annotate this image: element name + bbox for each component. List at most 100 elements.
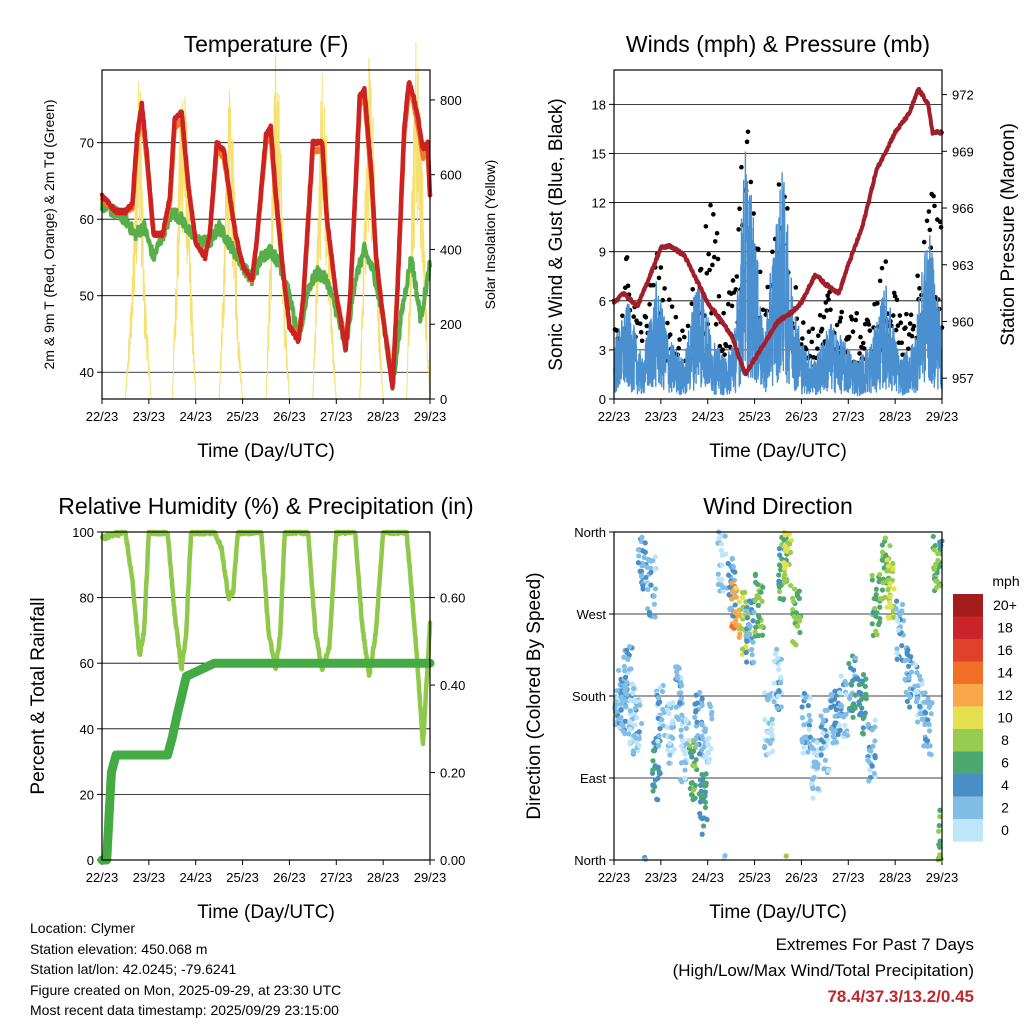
direction-point bbox=[769, 726, 775, 733]
gust-point bbox=[681, 334, 687, 340]
direction-point bbox=[937, 852, 943, 858]
gust-point bbox=[756, 246, 761, 252]
direction-point bbox=[850, 714, 856, 720]
direction-point bbox=[655, 695, 661, 701]
direction-point bbox=[624, 647, 630, 653]
y-left-tick-label: North bbox=[574, 853, 606, 868]
direction-point bbox=[805, 703, 811, 709]
gust-point bbox=[860, 340, 866, 346]
direction-point bbox=[801, 744, 807, 751]
direction-point bbox=[777, 680, 784, 686]
direction-point bbox=[825, 767, 831, 774]
direction-point bbox=[694, 719, 700, 725]
direction-point bbox=[877, 604, 883, 610]
direction-point bbox=[633, 699, 640, 705]
direction-point bbox=[937, 807, 943, 813]
direction-point bbox=[914, 689, 920, 695]
direction-point bbox=[890, 560, 896, 566]
direction-point bbox=[796, 588, 802, 594]
x-tick-label: 23/23 bbox=[645, 870, 678, 885]
gust-point bbox=[707, 267, 712, 273]
direction-point bbox=[655, 775, 661, 781]
direction-point bbox=[783, 853, 789, 859]
direction-point bbox=[674, 664, 680, 670]
direction-point bbox=[693, 736, 699, 742]
direction-point bbox=[677, 700, 683, 706]
direction-point bbox=[683, 725, 689, 731]
gust-point bbox=[736, 227, 741, 232]
direction-point bbox=[770, 748, 776, 754]
direction-point bbox=[915, 719, 921, 725]
y-left-tick-label: 70 bbox=[80, 136, 94, 151]
direction-point bbox=[771, 699, 777, 705]
direction-point bbox=[699, 696, 705, 702]
y-right-axis-label: Station Pressure (Maroon) bbox=[998, 123, 1019, 346]
gust-point bbox=[877, 278, 883, 284]
direction-point bbox=[855, 676, 861, 683]
direction-point bbox=[652, 554, 659, 560]
y-right-tick-label: 960 bbox=[952, 314, 974, 329]
y-left-tick-label: 50 bbox=[80, 289, 94, 304]
y-left-tick-label: South bbox=[572, 689, 606, 704]
gust-point bbox=[730, 278, 736, 283]
gust-point bbox=[838, 315, 844, 321]
direction-point bbox=[925, 696, 931, 702]
direction-point bbox=[863, 696, 869, 702]
direction-point bbox=[877, 615, 883, 622]
direction-point bbox=[729, 596, 735, 602]
y-left-axis-label: Sonic Wind & Gust (Blue, Black) bbox=[546, 98, 567, 370]
direction-point bbox=[890, 566, 896, 572]
direction-point bbox=[912, 662, 918, 668]
direction-point bbox=[705, 741, 711, 747]
direction-point bbox=[931, 547, 937, 553]
direction-point bbox=[916, 703, 923, 709]
direction-point bbox=[887, 594, 893, 600]
colorbar-label: 20+ bbox=[993, 597, 1017, 613]
direction-point bbox=[655, 738, 661, 744]
direction-point bbox=[761, 690, 768, 696]
direction-point bbox=[799, 715, 806, 721]
direction-point bbox=[908, 669, 915, 675]
direction-point bbox=[625, 656, 631, 662]
direction-point bbox=[935, 557, 941, 564]
y-left-axis-label: Direction (Colored By Speed) bbox=[524, 572, 545, 819]
direction-point bbox=[743, 659, 750, 665]
direction-point bbox=[655, 700, 661, 707]
gust-point bbox=[714, 230, 720, 236]
direction-point bbox=[862, 683, 868, 689]
direction-point bbox=[769, 721, 775, 727]
gust-point bbox=[631, 314, 636, 319]
direction-point bbox=[634, 715, 640, 721]
chart-title: Wind Direction bbox=[703, 493, 853, 519]
direction-point bbox=[799, 704, 805, 710]
gust-point bbox=[643, 314, 649, 320]
direction-point bbox=[642, 540, 648, 546]
direction-point bbox=[702, 799, 709, 805]
gust-point bbox=[748, 179, 754, 185]
direction-point bbox=[678, 727, 684, 733]
x-tick-label: 23/23 bbox=[133, 870, 166, 885]
direction-point bbox=[899, 643, 905, 649]
direction-point bbox=[722, 853, 728, 859]
direction-point bbox=[759, 598, 765, 604]
direction-point bbox=[732, 602, 738, 608]
gust-point bbox=[866, 322, 872, 327]
direction-point bbox=[914, 695, 920, 702]
direction-point bbox=[930, 533, 936, 540]
direction-point bbox=[670, 718, 676, 724]
gust-point bbox=[904, 311, 909, 317]
direction-point bbox=[682, 767, 688, 773]
direction-point bbox=[774, 646, 780, 652]
gust-point bbox=[757, 269, 763, 275]
direction-point bbox=[790, 595, 796, 601]
direction-point bbox=[655, 764, 661, 771]
x-axis-label: Time (Day/UTC) bbox=[709, 902, 847, 923]
gust-point bbox=[890, 313, 896, 318]
y-right-tick-label: 0.60 bbox=[440, 591, 465, 606]
gust-point bbox=[892, 293, 898, 299]
direction-point bbox=[702, 753, 708, 760]
y-left-tick-label: 60 bbox=[80, 212, 94, 227]
direction-point bbox=[895, 627, 901, 633]
direction-point bbox=[622, 718, 629, 724]
colorbar-label: 8 bbox=[1001, 732, 1009, 748]
